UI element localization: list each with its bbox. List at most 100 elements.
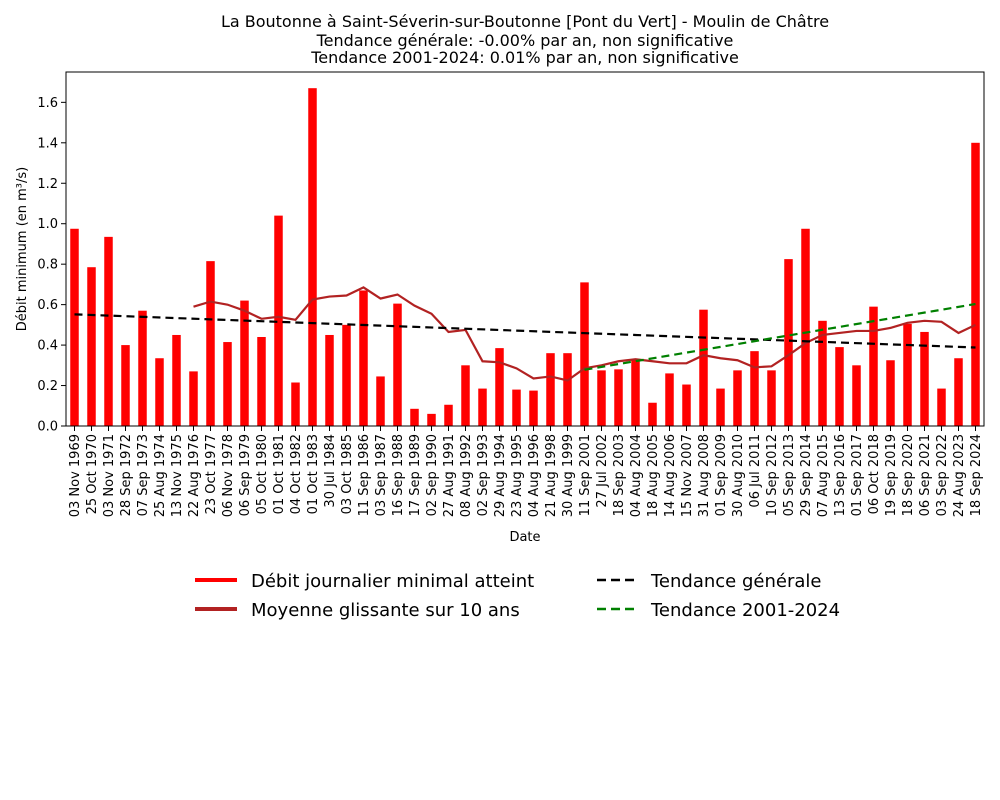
x-tick-label: 03 Nov 1969 (68, 434, 83, 517)
x-tick-label: 29 Sep 2014 (799, 434, 814, 516)
bar (393, 303, 402, 426)
bar (818, 320, 827, 426)
bar (325, 334, 334, 426)
bar (70, 228, 79, 426)
x-tick-label: 05 Sep 2013 (782, 434, 797, 516)
x-tick-label: 13 Nov 1975 (170, 434, 185, 517)
chart-title: La Boutonne à Saint-Séverin-sur-Boutonne… (221, 12, 829, 67)
x-tick-label: 06 Nov 1978 (221, 434, 236, 517)
bar (597, 370, 606, 426)
legend: Débit journalier minimal atteint Tendanc… (195, 571, 840, 621)
x-axis: 03 Nov 1969 25 Oct 1970 03 Nov 1971 28 Sep … (68, 426, 984, 517)
legend-label-debit: Débit journalier minimal atteint (251, 571, 534, 592)
bar (801, 228, 810, 426)
x-tick-label: 18 Sep 2024 (969, 434, 984, 516)
bar (308, 88, 317, 426)
x-tick-label: 06 Oct 2018 (867, 434, 882, 514)
x-tick-label: 13 Sep 2016 (833, 434, 848, 516)
x-tick-label: 23 Aug 1995 (510, 434, 525, 517)
x-tick-label: 01 Oct 1983 (306, 434, 321, 514)
x-tick-label: 28 Sep 1972 (119, 434, 134, 516)
y-tick-label: 0.2 (37, 379, 58, 394)
x-tick-label: 04 Aug 1996 (527, 434, 542, 517)
x-tick-label: 02 Sep 1993 (476, 434, 491, 516)
bar (478, 388, 487, 426)
bar (495, 348, 504, 426)
chart-title-line-1: La Boutonne à Saint-Séverin-sur-Boutonne… (221, 12, 829, 31)
bar (87, 267, 96, 426)
bar (291, 382, 300, 426)
moving-average-line (193, 286, 976, 382)
bar (733, 370, 742, 426)
x-tick-label: 05 Oct 1980 (255, 434, 270, 514)
bar (784, 259, 793, 426)
x-tick-label: 07 Aug 2015 (816, 434, 831, 517)
x-tick-label: 18 Sep 2003 (612, 434, 627, 516)
bar (172, 334, 181, 426)
legend-label-tendance-2001-2024: Tendance 2001-2024 (650, 600, 840, 621)
bar (886, 360, 895, 426)
x-tick-label: 11 Sep 2001 (578, 434, 593, 516)
x-tick-label: 03 Sep 2022 (935, 434, 950, 516)
x-tick-label: 11 Sep 1986 (357, 434, 372, 516)
x-tick-label: 23 Oct 1977 (204, 434, 219, 514)
bar (546, 353, 555, 426)
x-tick-label: 01 Oct 1981 (272, 434, 287, 514)
x-tick-label: 07 Sep 1973 (136, 434, 151, 516)
y-tick-label: 0.6 (37, 298, 58, 313)
bar (665, 373, 674, 426)
bar (189, 371, 198, 426)
bar (342, 324, 351, 426)
x-tick-label: 17 Sep 1989 (408, 434, 423, 516)
bar (121, 345, 130, 426)
x-tick-label: 18 Aug 2005 (646, 434, 661, 517)
y-axis-label: Débit minimum (en m³/s) (15, 167, 30, 331)
x-tick-label: 01 Sep 2017 (850, 434, 865, 516)
y-tick-label: 0.0 (37, 420, 58, 435)
x-tick-label: 25 Aug 1974 (153, 434, 168, 517)
x-tick-label: 31 Aug 2008 (697, 434, 712, 517)
x-axis-label: Date (509, 530, 540, 545)
bar (529, 390, 538, 426)
bar (138, 310, 147, 426)
bar (427, 413, 436, 426)
x-tick-label: 03 Sep 1987 (374, 434, 389, 516)
x-tick-label: 10 Sep 2012 (765, 434, 780, 516)
x-tick-label: 29 Aug 1994 (493, 434, 508, 517)
bar (461, 365, 470, 426)
bar (852, 365, 861, 426)
x-tick-label: 24 Aug 2023 (952, 434, 967, 517)
x-tick-label: 22 Aug 1976 (187, 434, 202, 517)
bar (903, 323, 912, 426)
bar (614, 369, 623, 426)
x-tick-label: 02 Sep 1990 (425, 434, 440, 516)
x-tick-label: 06 Jul 2011 (748, 434, 763, 508)
bar (359, 290, 368, 426)
bar (104, 236, 113, 426)
x-tick-label: 03 Oct 1985 (340, 434, 355, 514)
bar (631, 359, 640, 426)
bar (444, 404, 453, 426)
bar (274, 215, 283, 426)
bar (869, 306, 878, 426)
bar (716, 388, 725, 426)
x-tick-label: 14 Aug 2006 (663, 434, 678, 517)
y-tick-label: 0.4 (37, 339, 58, 354)
bar-series (70, 88, 980, 427)
bar (257, 336, 266, 426)
x-tick-label: 25 Oct 1970 (85, 434, 100, 514)
trend-line-general (74, 313, 976, 349)
trend-line-2001-2024 (584, 302, 976, 371)
y-tick-label: 1.4 (37, 136, 58, 151)
bar (580, 282, 589, 426)
bar (376, 376, 385, 426)
x-tick-label: 04 Aug 2004 (629, 434, 644, 517)
bar (954, 358, 963, 426)
y-tick-label: 0.8 (37, 258, 58, 273)
bar (835, 347, 844, 426)
bar (699, 309, 708, 426)
x-tick-label: 27 Aug 1991 (442, 434, 457, 517)
y-tick-label: 1.0 (37, 217, 58, 232)
x-tick-label: 04 Oct 1982 (289, 434, 304, 514)
